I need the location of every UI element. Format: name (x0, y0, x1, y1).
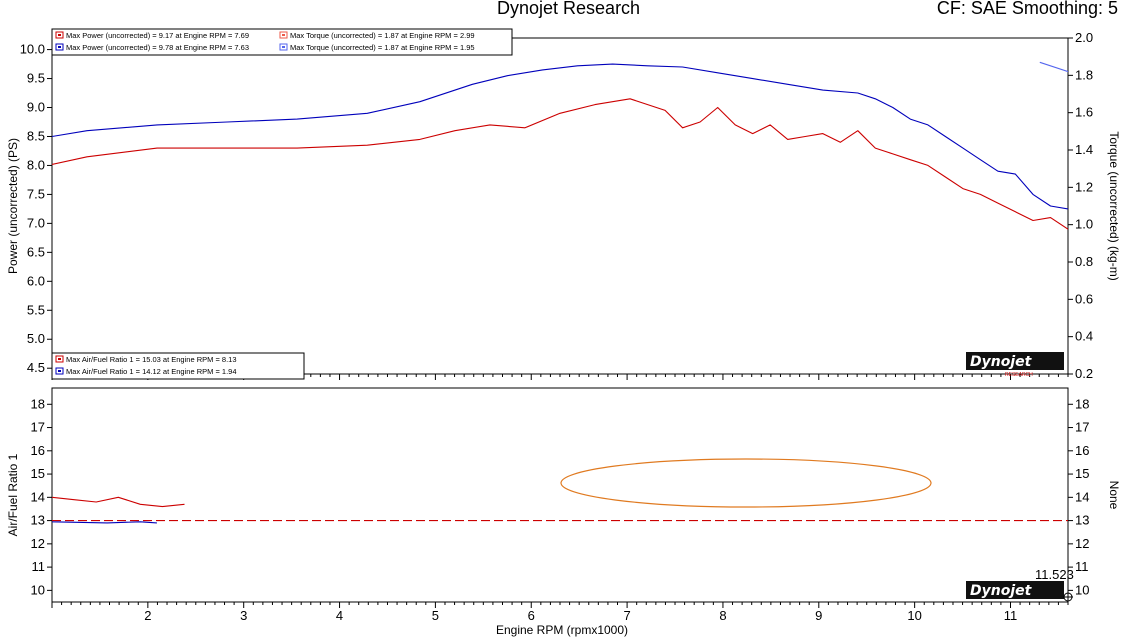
power-y-tick-label: 9.0 (27, 100, 45, 115)
dynojet-logo-bottom: Dynojet (966, 581, 1064, 599)
afr-legend: Max Air/Fuel Ratio 1 = 15.03 at Engine R… (51, 352, 305, 380)
x-axis-label: Engine RPM (rpmx1000) (496, 623, 628, 637)
torque-axis-label: Torque (uncorrected) (kg-m) (1107, 131, 1121, 280)
afr-y-tick-label: 11 (32, 559, 46, 574)
power-y-tick-label: 9.5 (27, 71, 45, 86)
afr-y-tick-label: 10 (31, 582, 45, 597)
power-curve-2 (52, 63, 1068, 210)
none-y-tick-label: 17 (1075, 420, 1089, 435)
power-y-tick-label: 6.0 (27, 273, 45, 288)
legend-run2-afr: Max Air/Fuel Ratio 1 = 14.12 at Engine R… (66, 367, 237, 376)
torque-y-tick-label: 1.0 (1075, 217, 1093, 232)
afr-y-tick-label: 17 (31, 420, 45, 435)
torque-y-tick-label: 1.8 (1075, 67, 1093, 82)
torque-y-tick-label: 1.6 (1075, 105, 1093, 120)
torque-y-tick-label: 0.6 (1075, 291, 1093, 306)
afr-y-tick-label: 13 (31, 513, 45, 528)
x-tick-label: 10 (907, 608, 921, 623)
afr-y-tick-label: 16 (31, 443, 45, 458)
none-y-tick-label: 15 (1075, 466, 1089, 481)
power-y-tick-label: 5.0 (27, 331, 45, 346)
afr-y-tick-label: 14 (31, 489, 45, 504)
none-y-tick-label: 18 (1075, 396, 1089, 411)
legend-run2-power: Max Power (uncorrected) = 9.78 at Engine… (66, 43, 249, 52)
correction-factor-label: CF: SAE Smoothing: 5 (936, 0, 1118, 18)
legend-run1-power: Max Power (uncorrected) = 9.17 at Engine… (66, 31, 249, 40)
cursor-marker[interactable] (1063, 592, 1073, 602)
power-axis-label: Power (uncorrected) (PS) (6, 138, 20, 274)
power-panel (51, 37, 1069, 375)
power-y-tick-label: 10.0 (20, 42, 45, 57)
x-tick-label: 7 (623, 608, 630, 623)
x-tick-label: 8 (719, 608, 726, 623)
none-y-tick-label: 13 (1075, 513, 1089, 528)
torque-y-tick-label: 0.2 (1075, 366, 1093, 381)
power-legend: Max Power (uncorrected) = 9.17 at Engine… (51, 28, 513, 56)
power-y-tick-label: 7.0 (27, 215, 45, 230)
dynojet-logo-top: Dynojet RESEARCH (966, 352, 1064, 378)
logo-subtext: RESEARCH (1005, 372, 1033, 378)
x-tick-label: 5 (432, 608, 439, 623)
afr-axis-label: Air/Fuel Ratio 1 (6, 453, 20, 536)
power-y-tick-label: 4.5 (27, 360, 45, 375)
legend-run1-torque: Max Torque (uncorrected) = 1.87 at Engin… (290, 31, 475, 40)
legend-run2-torque: Max Torque (uncorrected) = 1.87 at Engin… (290, 43, 475, 52)
none-y-tick-label: 11 (1075, 559, 1089, 574)
x-tick-label: 2 (144, 608, 151, 623)
logo-text: Dynojet (970, 583, 1033, 599)
torque-y-tick-label: 0.8 (1075, 254, 1093, 269)
x-tick-label: 4 (336, 608, 343, 623)
power-curve-1 (52, 98, 1068, 230)
afr-y-tick-label: 15 (31, 466, 45, 481)
legend-run1-afr: Max Air/Fuel Ratio 1 = 15.03 at Engine R… (66, 355, 237, 364)
torque-y-tick-label: 1.4 (1075, 142, 1093, 157)
none-y-tick-label: 14 (1075, 489, 1089, 504)
afr-y-tick-label: 12 (31, 536, 45, 551)
highlight-ellipse (560, 458, 932, 508)
power-y-tick-label: 6.5 (27, 244, 45, 259)
torque-y-tick-label: 1.2 (1075, 179, 1093, 194)
logo-text: Dynojet (970, 354, 1033, 370)
x-tick-label: 6 (528, 608, 535, 623)
none-y-tick-label: 10 (1075, 582, 1089, 597)
power-y-tick-label: 5.5 (27, 302, 45, 317)
afr-curve-1 (52, 496, 185, 508)
torque-y-tick-label: 2.0 (1075, 30, 1093, 45)
none-y-tick-label: 16 (1075, 443, 1089, 458)
power-y-tick-label: 8.5 (27, 128, 45, 143)
power-y-tick-label: 7.5 (27, 186, 45, 201)
x-tick-label: 9 (815, 608, 822, 623)
x-tick-label: 11 (1004, 608, 1018, 623)
chart-title: Dynojet Research (497, 0, 641, 18)
cursor-readout: 11.523 (1035, 567, 1074, 582)
none-axis-label: None (1107, 481, 1121, 510)
torque-y-tick-label: 0.4 (1075, 329, 1093, 344)
none-y-tick-label: 12 (1075, 536, 1089, 551)
power-y-tick-label: 8.0 (27, 157, 45, 172)
afr-panel (51, 387, 1069, 603)
x-tick-label: 3 (240, 608, 247, 623)
afr-y-tick-label: 18 (31, 396, 45, 411)
